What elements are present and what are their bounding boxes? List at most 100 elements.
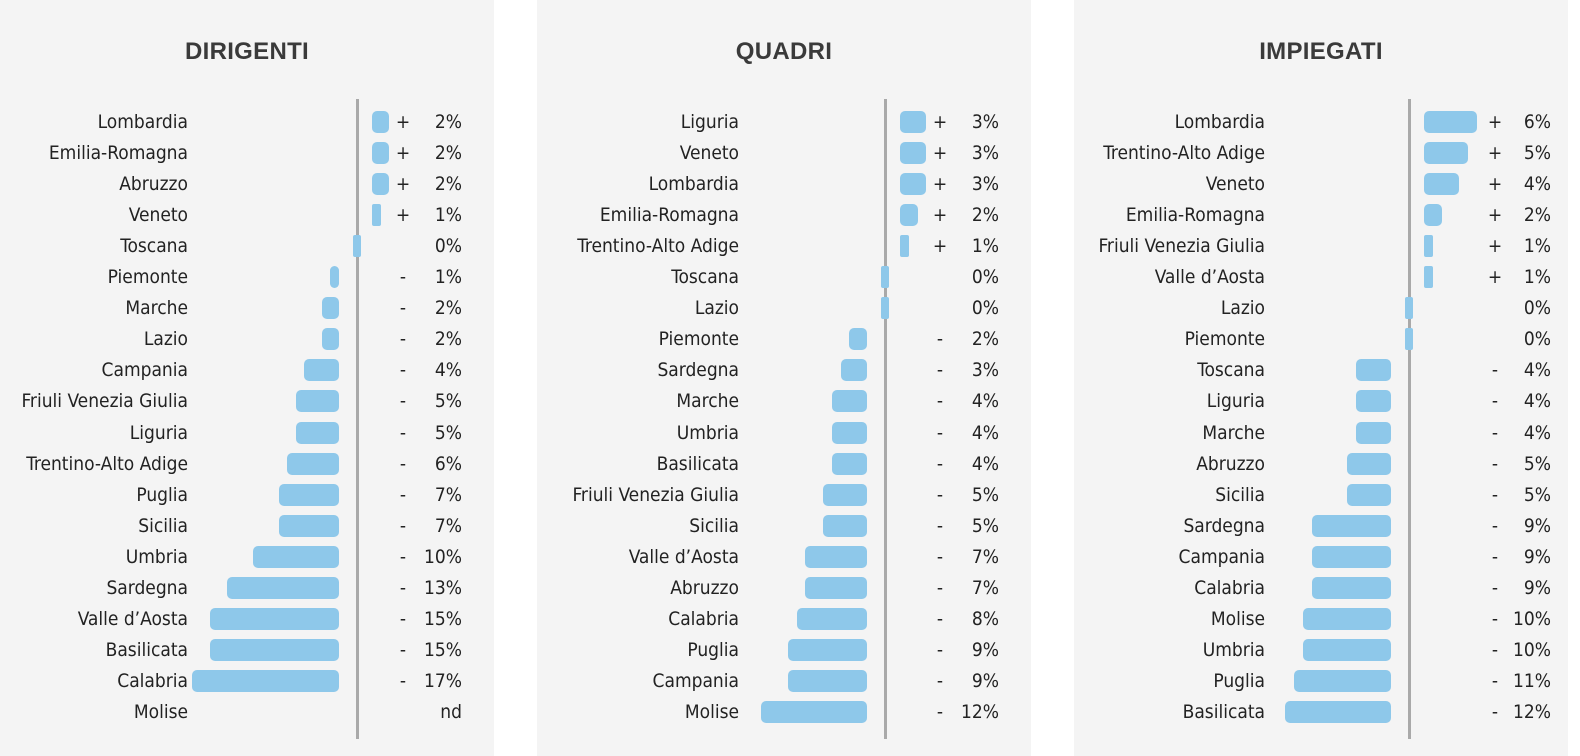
value-sign: + <box>1487 173 1503 196</box>
zero-axis <box>1408 99 1411 739</box>
value-label: 2% <box>971 328 999 351</box>
value-sign: - <box>1491 390 1499 413</box>
value-label: 6% <box>434 452 462 475</box>
value-label: 8% <box>971 607 999 630</box>
value-sign: + <box>1487 111 1503 133</box>
category-label: Marche <box>1202 421 1265 444</box>
value-sign: - <box>399 359 407 382</box>
value-sign: - <box>399 545 407 568</box>
value-label: 7% <box>434 483 462 506</box>
bar <box>295 421 339 444</box>
value-label: 1% <box>1523 266 1551 289</box>
category-label: Campania <box>1178 545 1265 568</box>
value-label: 1% <box>434 266 462 289</box>
value-label: 3% <box>971 111 999 133</box>
category-label: Valle d’Aosta <box>1154 266 1265 289</box>
category-label: Piemonte <box>107 266 188 289</box>
bar <box>372 111 390 133</box>
value-sign: - <box>1491 607 1499 630</box>
bar <box>761 700 867 723</box>
value-sign: + <box>932 142 948 165</box>
value-label: 1% <box>1523 235 1551 258</box>
value-sign: + <box>395 204 411 227</box>
category-label: Molise <box>133 700 188 723</box>
bar <box>787 638 867 661</box>
value-sign: - <box>936 576 944 599</box>
bar <box>1311 576 1391 599</box>
category-label: Toscana <box>1197 359 1265 382</box>
value-label: 5% <box>971 514 999 537</box>
bar <box>787 669 867 692</box>
bar <box>823 514 867 537</box>
bar <box>805 576 867 599</box>
value-sign: - <box>936 390 944 413</box>
bar <box>1311 545 1391 568</box>
category-label: Abruzzo <box>670 576 739 599</box>
value-sign: - <box>399 638 407 661</box>
value-label: 15% <box>424 638 462 661</box>
bar <box>278 483 339 506</box>
category-label: Basilicata <box>656 452 739 475</box>
value-label: 3% <box>971 173 999 196</box>
bar <box>796 607 867 630</box>
category-label: Trentino-Alto Adige <box>1103 142 1265 165</box>
category-label: Campania <box>101 359 188 382</box>
value-label: 2% <box>434 297 462 320</box>
bar <box>840 359 867 382</box>
value-sign: - <box>936 514 944 537</box>
chart-panel: DIRIGENTI Lombardia +2% Emilia-Romagna +2% Ab… <box>0 0 494 756</box>
value-label: 3% <box>971 142 999 165</box>
value-label: 0% <box>1523 297 1551 320</box>
category-label: Toscana <box>120 235 188 258</box>
value-sign: - <box>399 607 407 630</box>
bar <box>1303 638 1391 661</box>
category-label: Friuli Venezia Giulia <box>1098 235 1265 258</box>
bar <box>252 545 339 568</box>
bar <box>1405 328 1413 351</box>
value-label: 11% <box>1513 669 1551 692</box>
bar <box>900 173 927 196</box>
value-sign: + <box>932 204 948 227</box>
bar <box>900 204 918 227</box>
value-sign: - <box>1491 638 1499 661</box>
category-label: Molise <box>684 700 739 723</box>
value-sign: - <box>1491 576 1499 599</box>
category-label: Sicilia <box>1215 483 1265 506</box>
value-sign: - <box>399 514 407 537</box>
category-label: Calabria <box>1194 576 1265 599</box>
value-label: 17% <box>424 669 462 692</box>
value-label: 9% <box>1523 545 1551 568</box>
category-label: Lazio <box>143 328 188 351</box>
bar <box>304 359 339 382</box>
bar <box>226 576 339 599</box>
chart-title: DIRIGENTI <box>184 38 310 65</box>
category-label: Veneto <box>1205 173 1265 196</box>
value-label: 5% <box>434 390 462 413</box>
bar <box>353 235 361 258</box>
category-label: Veneto <box>128 204 188 227</box>
category-label: Trentino-Alto Adige <box>577 235 739 258</box>
value-sign: + <box>395 111 411 133</box>
bar <box>372 142 390 165</box>
value-sign: - <box>1491 514 1499 537</box>
category-label: Sardegna <box>106 576 188 599</box>
value-label: 9% <box>971 638 999 661</box>
value-label: 2% <box>434 142 462 165</box>
value-label: 4% <box>434 359 462 382</box>
value-sign: + <box>395 173 411 196</box>
value-label: 2% <box>434 173 462 196</box>
bar <box>831 390 867 413</box>
bar <box>295 390 339 413</box>
value-sign: + <box>1487 204 1503 227</box>
category-label: Valle d’Aosta <box>628 545 739 568</box>
category-label: Valle d’Aosta <box>77 607 188 630</box>
value-sign: - <box>1491 359 1499 382</box>
bar <box>209 638 339 661</box>
value-label: 10% <box>1513 638 1551 661</box>
bar <box>881 266 889 289</box>
value-sign: - <box>399 328 407 351</box>
bar <box>330 266 339 289</box>
category-label: Friuli Venezia Giulia <box>572 483 739 506</box>
value-label: 1% <box>434 204 462 227</box>
value-label: 0% <box>971 266 999 289</box>
